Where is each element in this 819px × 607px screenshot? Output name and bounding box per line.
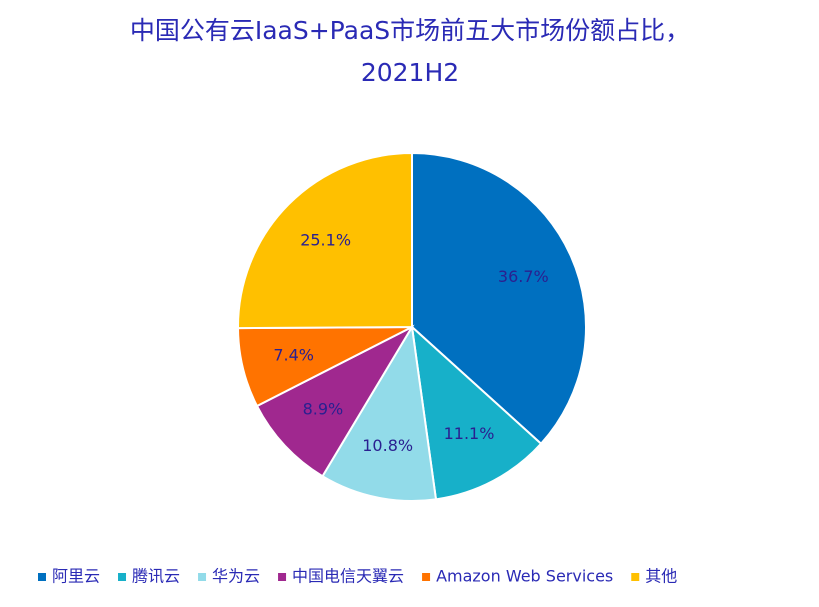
pie-slice xyxy=(321,324,438,502)
legend-label: 阿里云 xyxy=(52,567,100,586)
legend-label: 华为云 xyxy=(212,567,260,586)
chart-title: 中国公有云IaaS+PaaS市场前五大市场份额占比， xyxy=(130,16,690,45)
legend-swatch xyxy=(631,573,640,581)
legend-swatch xyxy=(118,573,127,581)
data-label: 25.1% xyxy=(300,231,351,250)
legend-label: 中国电信天翼云 xyxy=(292,567,404,586)
chart-title: 2021H2 xyxy=(361,58,459,87)
legend-label: Amazon Web Services xyxy=(436,567,613,586)
data-label: 10.8% xyxy=(362,436,413,455)
pie-slice xyxy=(410,324,543,501)
data-label: 8.9% xyxy=(303,400,344,419)
legend-swatch xyxy=(422,573,431,581)
legend-swatch xyxy=(278,573,287,581)
pie-slice xyxy=(237,151,413,330)
legend-label: 腾讯云 xyxy=(132,567,180,586)
pie-slice xyxy=(255,324,415,478)
pie-slice xyxy=(411,151,587,446)
legend-label: 其他 xyxy=(645,567,677,586)
legend-swatch xyxy=(198,573,207,581)
legend-swatch xyxy=(38,573,46,581)
data-label: 11.1% xyxy=(444,424,495,443)
data-label: 36.7% xyxy=(498,267,549,286)
data-label: 7.4% xyxy=(273,345,314,364)
